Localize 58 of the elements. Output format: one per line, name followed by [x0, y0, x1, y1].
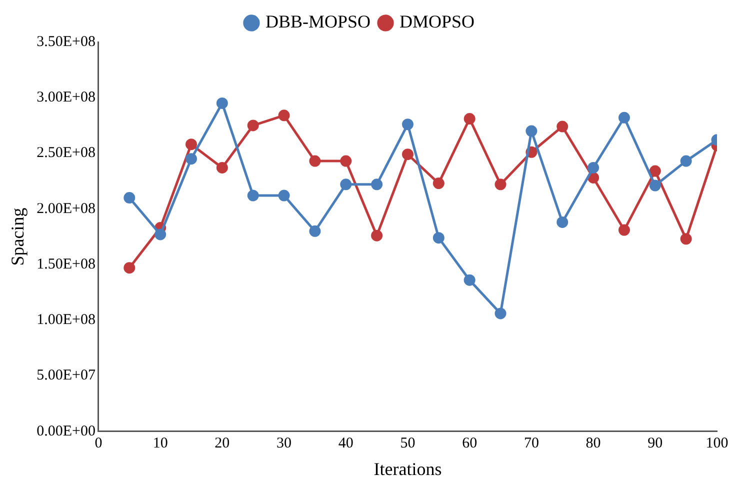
point [526, 125, 538, 137]
x-tick-label: 0 [94, 435, 102, 452]
point [588, 162, 600, 174]
point [402, 148, 414, 160]
point [309, 225, 321, 237]
point [618, 112, 630, 124]
x-tick-label: 10 [152, 435, 168, 452]
y-tick-label: 2.00E+08 [36, 200, 96, 217]
x-tick-label: 70 [524, 435, 539, 452]
point [309, 155, 321, 167]
point [216, 162, 228, 174]
point [464, 113, 476, 125]
point [124, 262, 136, 274]
point [186, 153, 197, 165]
point [432, 232, 444, 244]
point [154, 228, 166, 240]
legend-label: DMOPSO [400, 12, 475, 32]
x-tick-label: 40 [338, 435, 354, 452]
point [556, 120, 568, 132]
point [371, 178, 383, 190]
point [432, 178, 444, 190]
point [680, 233, 692, 245]
y-tick-label: 2.50E+08 [36, 145, 96, 162]
point [494, 178, 506, 190]
y-axis-title: Spacing [8, 208, 28, 266]
y-tick-label: 3.00E+08 [36, 90, 96, 106]
y-tick-label: 3.50E+08 [36, 34, 96, 50]
point [494, 308, 506, 320]
point [216, 97, 228, 109]
point [278, 110, 290, 122]
point [680, 155, 692, 167]
point [649, 180, 661, 192]
y-tick-label: 5.00E+07 [36, 368, 96, 384]
x-tick-label: 60 [462, 435, 478, 452]
point [402, 118, 414, 130]
x-tick-label: 20 [214, 435, 230, 452]
point [186, 138, 197, 150]
y-tick-label: 0.00E+00 [36, 423, 96, 440]
y-tick-label: 1.00E+08 [36, 312, 96, 328]
point [340, 155, 352, 167]
x-tick-label: 30 [276, 435, 292, 452]
legend-label: DBB-MOPSO [265, 12, 371, 32]
point [464, 274, 476, 286]
point [618, 224, 630, 236]
point [556, 216, 568, 228]
point [340, 178, 352, 190]
y-tick-label: 1.50E+08 [36, 256, 96, 272]
x-tick-label: 50 [400, 435, 416, 452]
x-axis-title: Iterations [374, 458, 442, 479]
point [247, 190, 259, 202]
x-tick-label: 100 [706, 435, 728, 452]
point [649, 165, 661, 177]
point [371, 230, 383, 242]
point [247, 120, 259, 132]
x-tick-label: 90 [648, 435, 663, 452]
point [278, 190, 290, 202]
point [124, 192, 136, 204]
x-tick-label: 80 [586, 435, 601, 452]
